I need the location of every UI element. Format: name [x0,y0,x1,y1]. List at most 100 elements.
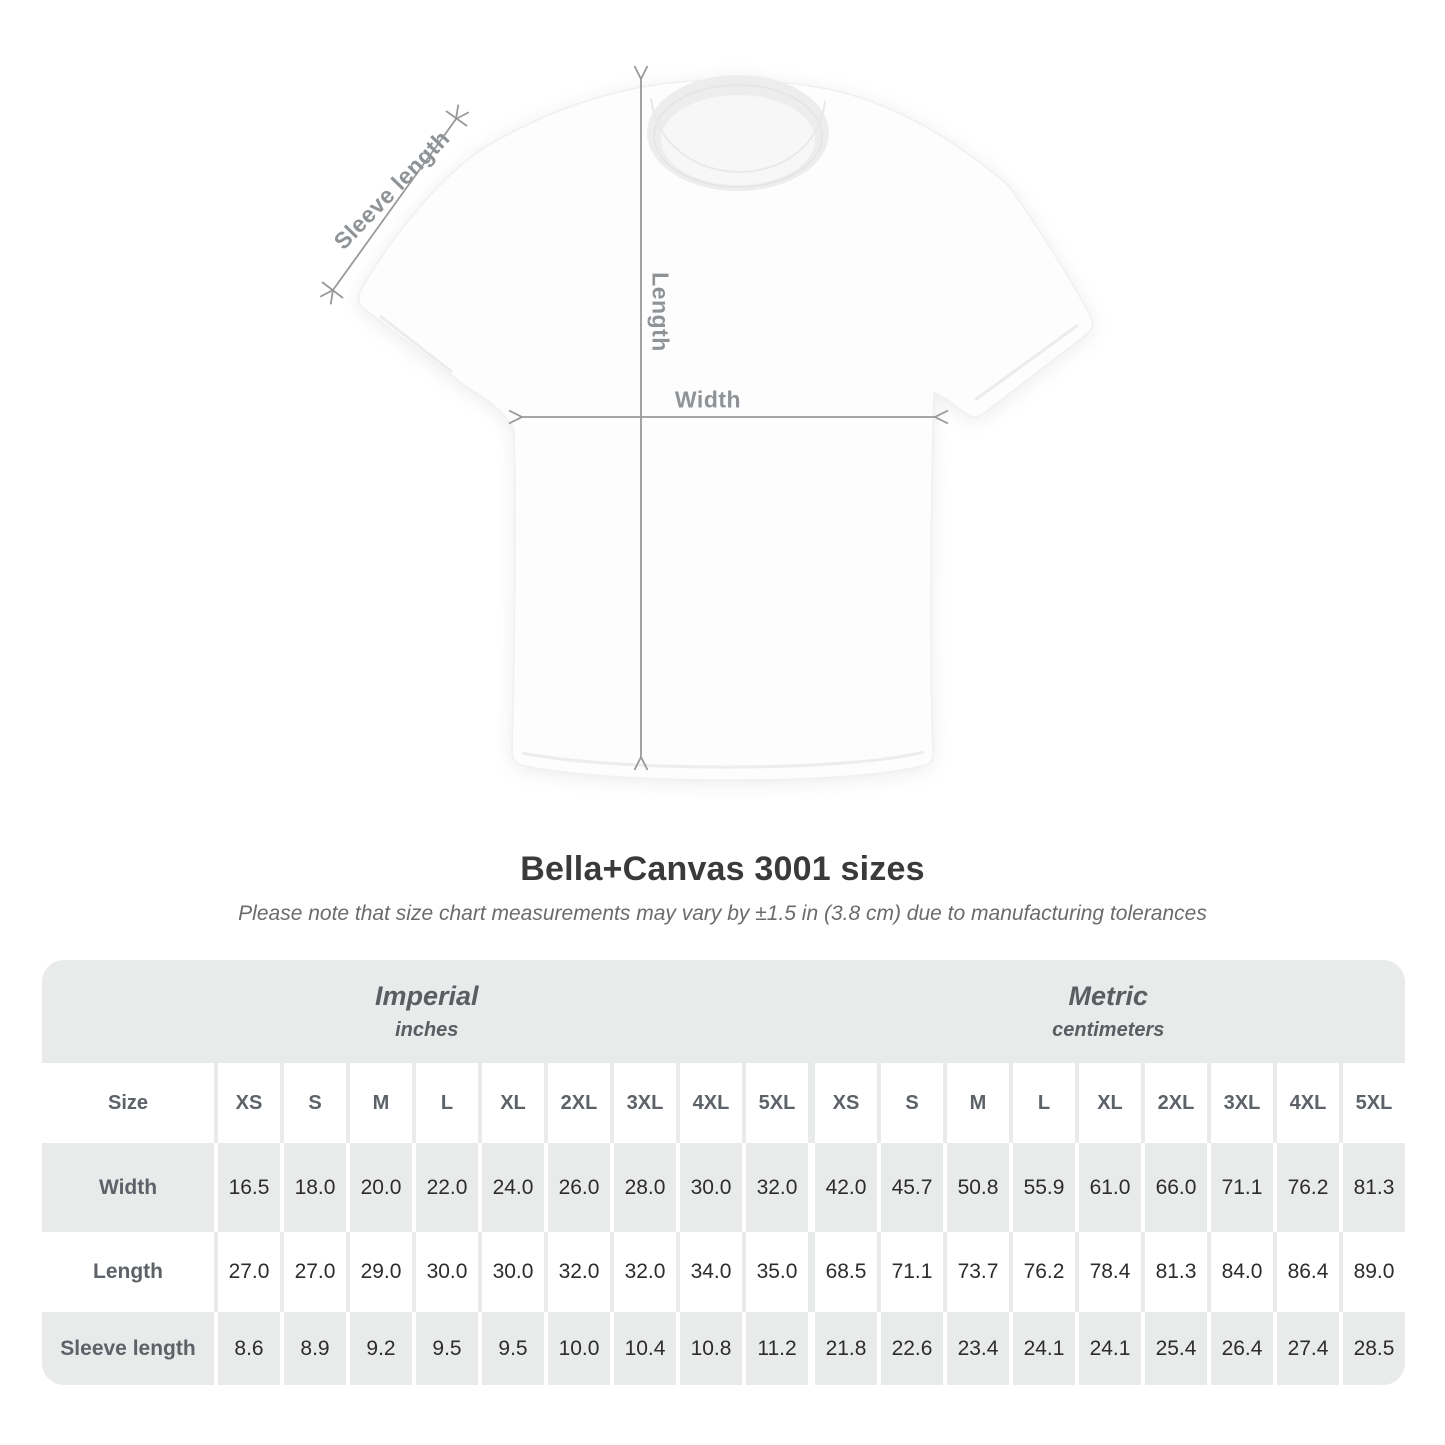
measurement-cell: 71.1 [1207,1143,1275,1232]
measurement-cell: 76.2 [1009,1232,1077,1312]
measurement-cell: 10.8 [676,1312,744,1385]
measurement-cell: 23.4 [943,1312,1011,1385]
measurement-cell: 86.4 [1273,1232,1341,1312]
size-header-cell: 5XL [742,1063,812,1143]
unit-group-row: Imperial inches Metric centimeters [42,960,1405,1063]
measurement-cell: 22.6 [877,1312,945,1385]
left-cuff-stitch [379,314,453,374]
size-header-cell: XL [1075,1063,1143,1143]
size-header-cell: XS [214,1063,282,1143]
tshirt-diagram [319,65,1094,782]
measurement-cell: 27.4 [1273,1312,1341,1385]
measurement-cell: 78.4 [1075,1232,1143,1312]
measurement-cell: 24.1 [1009,1312,1077,1385]
measurement-cell: 61.0 [1075,1143,1143,1232]
row-label: Length [42,1232,216,1312]
measurement-cell: 42.0 [808,1143,879,1232]
measurement-cell: 9.2 [346,1312,414,1385]
imperial-unit-label: inches [395,1019,459,1041]
measurement-cell: 66.0 [1141,1143,1209,1232]
measurement-cell: 18.0 [280,1143,348,1232]
size-header-cell: XL [478,1063,546,1143]
sleeve-arrow-tick-bottom [321,281,344,299]
sleeve-length-arrow [319,104,470,305]
measurement-cell: 24.1 [1075,1312,1143,1385]
measurement-cell: 26.0 [544,1143,612,1232]
length-label: Length [647,272,674,352]
measurement-cell: 50.8 [943,1143,1011,1232]
measurement-cell: 32.0 [544,1232,612,1312]
measurement-cell: 8.6 [214,1312,282,1385]
hem-stitch [521,750,925,769]
measurement-cell: 26.4 [1207,1312,1275,1385]
imperial-label: Imperial [374,981,479,1011]
measurement-cell: 81.3 [1141,1232,1209,1312]
measurement-cell: 28.5 [1339,1312,1405,1385]
measurement-cell: 27.0 [280,1232,348,1312]
size-header-cell: M [943,1063,1011,1143]
measurement-cell: 9.5 [478,1312,546,1385]
measurement-cell: 32.0 [742,1143,812,1232]
tshirt-collar-inside [661,95,815,185]
measurement-cell: 20.0 [346,1143,414,1232]
measurement-cell: 10.0 [544,1312,612,1385]
measurement-cell: 34.0 [676,1232,744,1312]
size-header-cell: 4XL [676,1063,744,1143]
measurement-cell: 8.9 [280,1312,348,1385]
collar-stitch [650,97,826,173]
page-title: Bella+Canvas 3001 sizes [520,850,925,888]
size-header-cell: 3XL [1207,1063,1275,1143]
imperial-group-header: Imperial inches [42,960,812,1063]
tshirt-illustration [357,75,1094,782]
right-cuff-stitch [974,323,1079,402]
measurement-cell: 45.7 [877,1143,945,1232]
measurement-cell: 11.2 [742,1312,812,1385]
measurement-cell: 35.0 [742,1232,812,1312]
size-corner-header: Size [42,1063,216,1143]
measurement-row: Sleeve length 8.6 8.9 9.2 9.5 9.5 10.0 10.4 10.8… [42,1312,1405,1385]
size-header-row: Size XS S M L XL 2XL 3XL 4XL 5XL XS S M L XL 2XL 3XL 4XL… [42,1063,1405,1143]
metric-label: Metric [1068,981,1149,1011]
width-label: Width [674,386,742,413]
measurement-cell: 32.0 [610,1232,678,1312]
measurement-cell: 76.2 [1273,1143,1341,1232]
size-header-cell: 5XL [1339,1063,1405,1143]
tshirt-collar-rib [653,84,823,188]
measurement-cell: 30.0 [412,1232,480,1312]
measurement-cell: 81.3 [1339,1143,1405,1232]
measurement-cell: 27.0 [214,1232,282,1312]
measurement-cell: 73.7 [943,1232,1011,1312]
measurement-cell: 21.8 [808,1312,879,1385]
measurement-cell: 24.0 [478,1143,546,1232]
measurement-cell: 71.1 [877,1232,945,1312]
measurement-row: Width 16.5 18.0 20.0 22.0 24.0 26.0 28.0 30.0 32.… [42,1143,1405,1232]
size-header-cell: 2XL [544,1063,612,1143]
measurement-cell: 28.0 [610,1143,678,1232]
measurement-cell: 29.0 [346,1232,414,1312]
tolerance-note: Please note that size chart measurements… [238,902,1207,925]
measurement-cell: 30.0 [478,1232,546,1312]
row-label: Width [42,1143,216,1232]
metric-unit-label: centimeters [1052,1019,1165,1041]
metric-group-header: Metric centimeters [811,960,1405,1063]
size-header-cell: 2XL [1141,1063,1209,1143]
measurement-cell: 10.4 [610,1312,678,1385]
size-header-cell: S [280,1063,348,1143]
row-label: Sleeve length [42,1312,216,1385]
measurement-row: Length 27.0 27.0 29.0 30.0 30.0 32.0 32.0 34.0 35… [42,1232,1405,1312]
size-header-cell: S [877,1063,945,1143]
measurement-cell: 55.9 [1009,1143,1077,1232]
size-header-cell: 4XL [1273,1063,1341,1143]
size-header-cell: L [412,1063,480,1143]
size-header-cell: L [1009,1063,1077,1143]
size-header-cell: M [346,1063,414,1143]
measurement-cell: 68.5 [808,1232,879,1312]
measurement-cell: 89.0 [1339,1232,1405,1312]
size-header-cell: XS [808,1063,879,1143]
measurement-cell: 9.5 [412,1312,480,1385]
title-block: Bella+Canvas 3001 sizes Please note that… [0,850,1445,926]
size-chart-table: Imperial inches Metric centimeters Size … [42,960,1405,1385]
size-header-cell: 3XL [610,1063,678,1143]
measurement-cell: 22.0 [412,1143,480,1232]
